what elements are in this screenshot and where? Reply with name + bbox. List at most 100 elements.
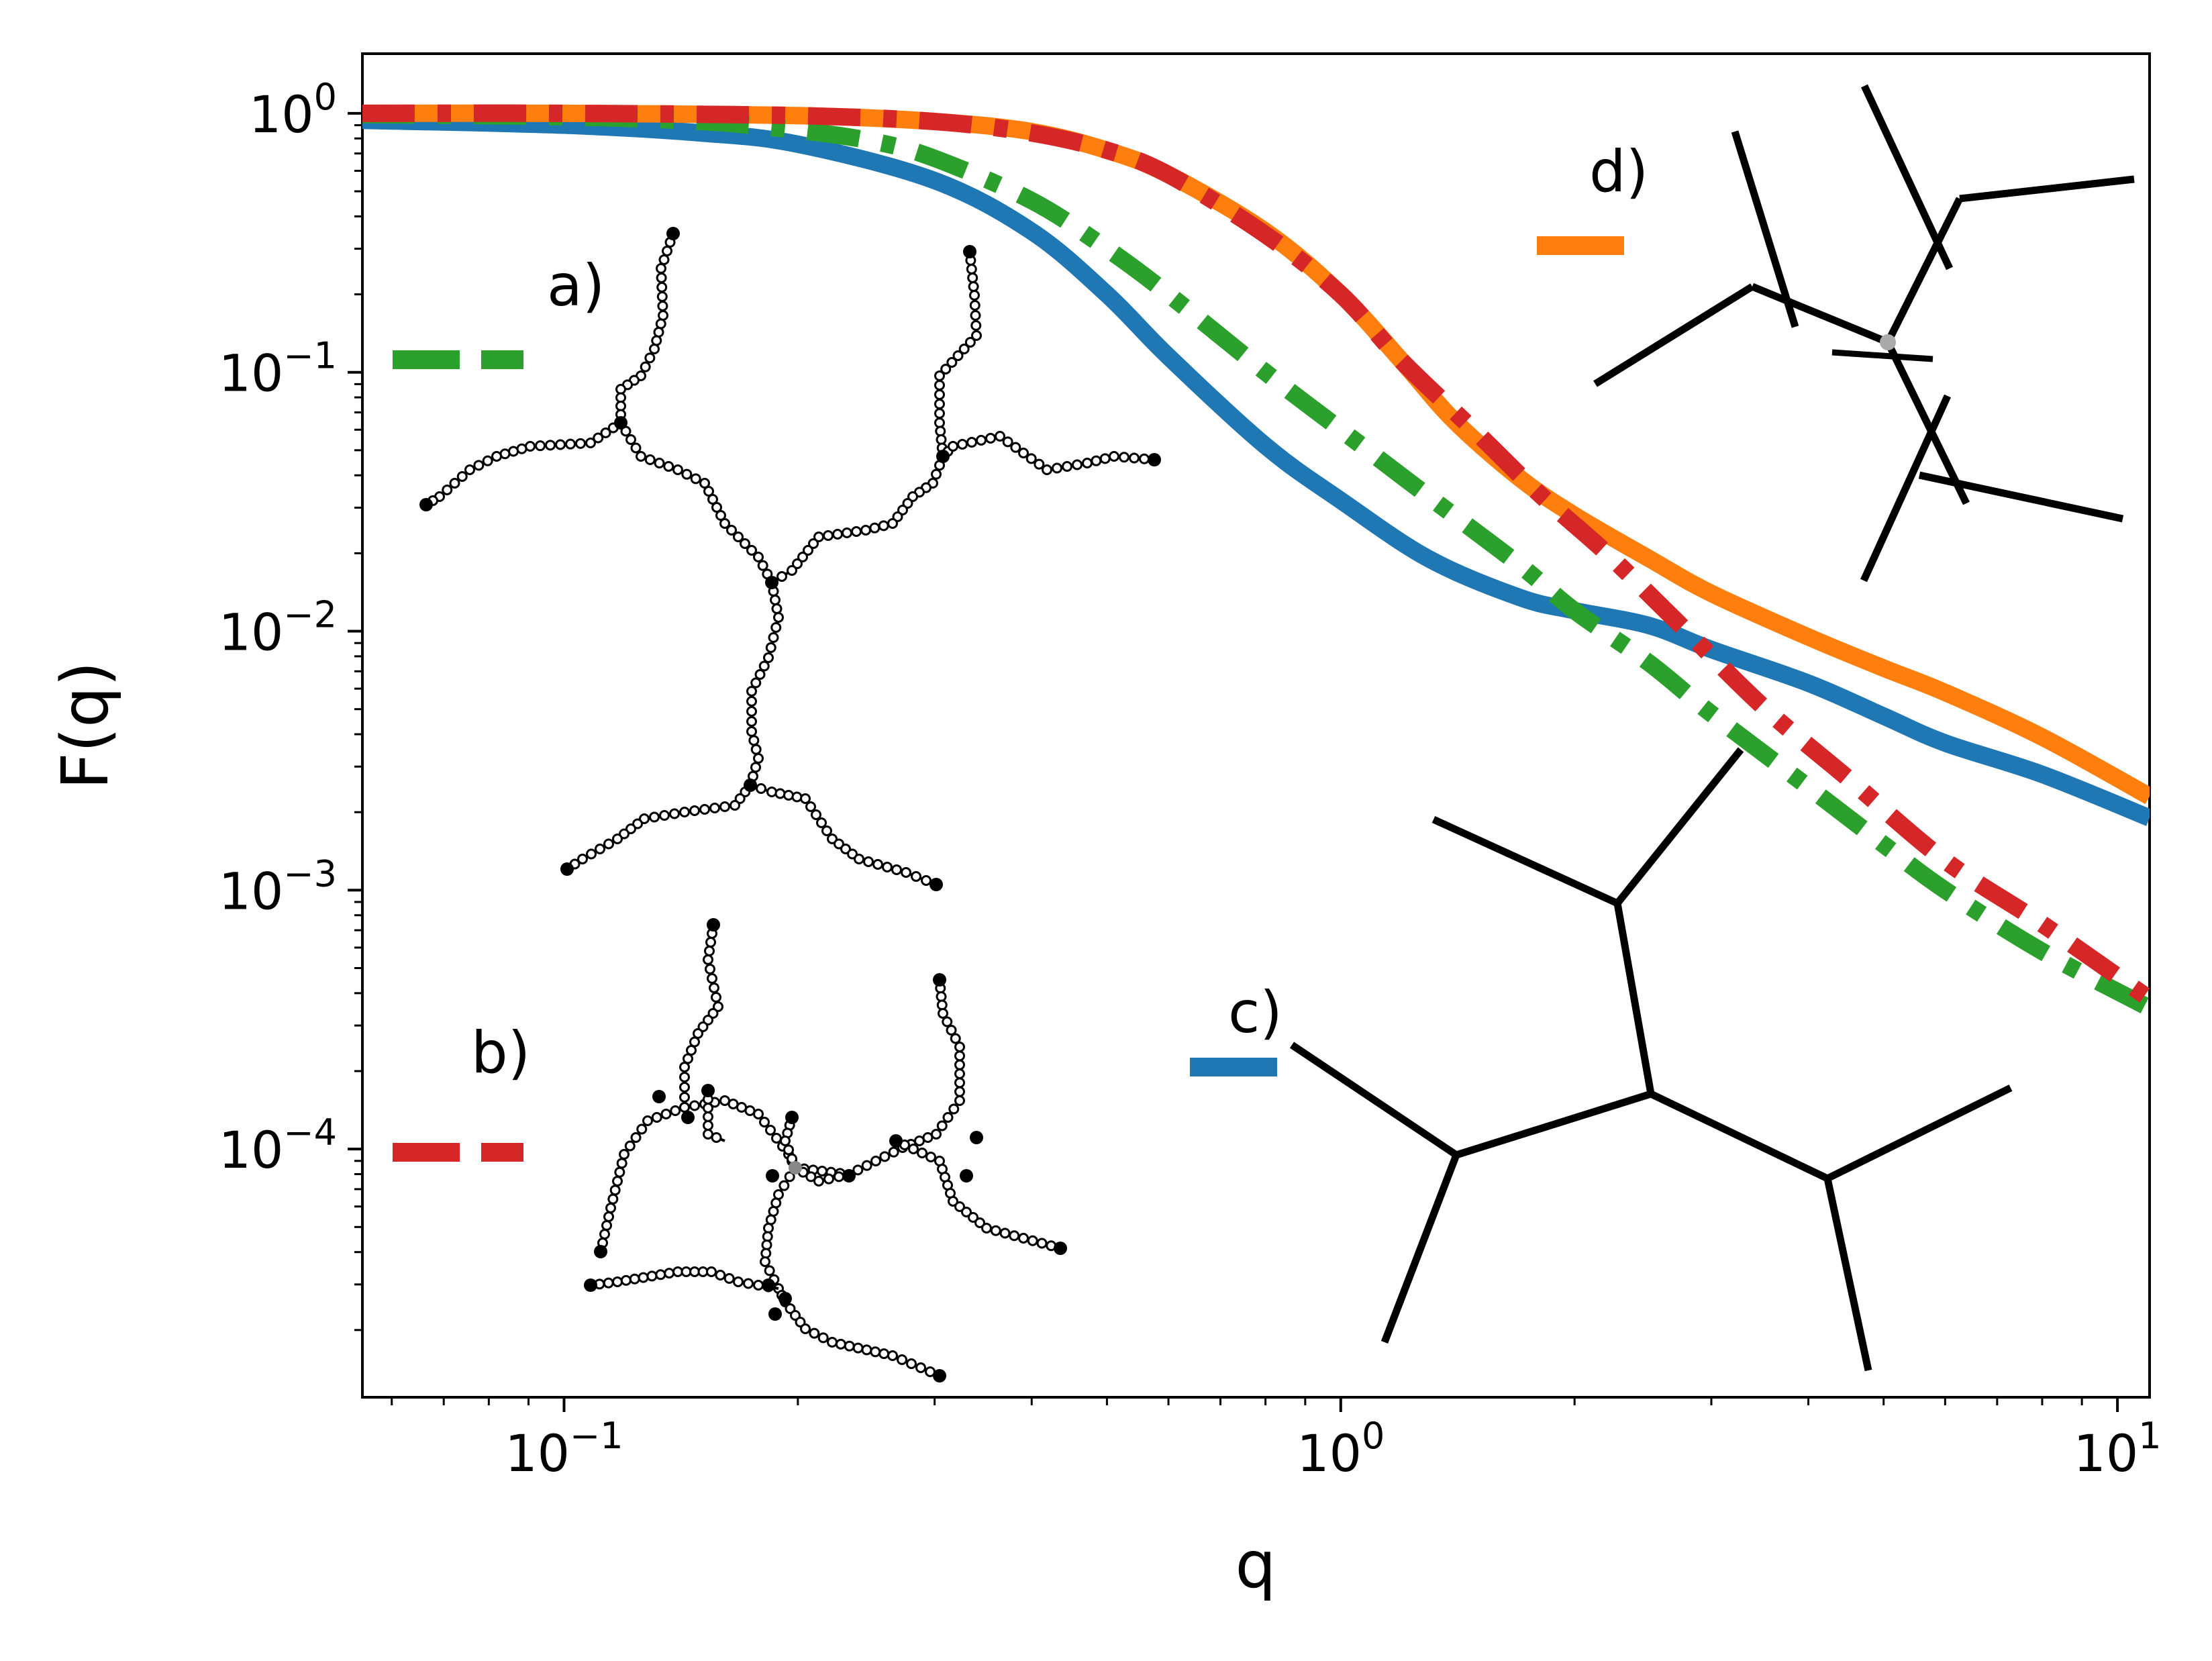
bead bbox=[1018, 1233, 1029, 1244]
bead bbox=[669, 808, 680, 819]
bead bbox=[957, 439, 968, 450]
bead bbox=[681, 468, 693, 480]
bead bbox=[746, 686, 757, 697]
bead bbox=[891, 864, 902, 875]
bead bbox=[723, 1273, 735, 1284]
bead bbox=[658, 310, 668, 321]
bead bbox=[703, 486, 714, 497]
bead bbox=[746, 726, 757, 737]
bead bbox=[940, 364, 952, 374]
bead bbox=[809, 1327, 820, 1339]
bead bbox=[607, 1193, 619, 1205]
bead bbox=[942, 1112, 954, 1123]
bead bbox=[719, 801, 730, 812]
x-tick-label: 10−1 bbox=[505, 1415, 623, 1483]
junction-dot bbox=[960, 1169, 973, 1182]
bead bbox=[616, 1158, 627, 1169]
bead bbox=[954, 1042, 965, 1052]
bead bbox=[971, 330, 982, 341]
bead bbox=[655, 1269, 666, 1280]
bead bbox=[535, 440, 546, 452]
bead bbox=[709, 983, 719, 993]
bead bbox=[1042, 464, 1052, 475]
bead bbox=[764, 1265, 775, 1276]
bead bbox=[766, 787, 777, 797]
bead bbox=[931, 468, 942, 480]
bead bbox=[624, 1140, 636, 1152]
junction-dot bbox=[929, 878, 943, 891]
bead bbox=[656, 272, 667, 283]
bead bbox=[869, 522, 881, 534]
bead bbox=[823, 530, 834, 541]
bead bbox=[954, 1068, 965, 1079]
junction-dot bbox=[778, 1292, 792, 1305]
bead bbox=[746, 545, 757, 556]
bead bbox=[968, 281, 979, 292]
bead bbox=[981, 1223, 992, 1234]
bead bbox=[770, 622, 782, 633]
bead bbox=[942, 1016, 953, 1027]
junction-dot bbox=[652, 1090, 666, 1103]
bead bbox=[854, 854, 864, 864]
branch-line bbox=[1884, 340, 1970, 505]
polymer-schematic-c bbox=[1289, 747, 2013, 1372]
junction-dot bbox=[419, 498, 433, 511]
central-node bbox=[1880, 334, 1896, 350]
bead bbox=[1034, 458, 1045, 470]
bead bbox=[765, 642, 776, 653]
bead bbox=[715, 510, 726, 521]
bead bbox=[970, 320, 982, 331]
series-line-b bbox=[362, 104, 2150, 1007]
bead bbox=[816, 817, 827, 828]
bead bbox=[706, 1266, 717, 1277]
bead bbox=[925, 1152, 936, 1162]
bead bbox=[649, 344, 660, 354]
bead bbox=[954, 1201, 965, 1212]
series-line-c bbox=[362, 111, 2150, 826]
y-axis-label: F(q) bbox=[48, 661, 123, 789]
bead bbox=[901, 867, 911, 878]
bead bbox=[797, 552, 808, 562]
bead bbox=[911, 871, 921, 882]
panel-label-d: d) bbox=[1589, 138, 1648, 205]
bead bbox=[1099, 453, 1111, 464]
bead bbox=[565, 438, 576, 450]
junction-dot bbox=[1054, 1242, 1067, 1255]
bead bbox=[805, 801, 816, 812]
bead bbox=[861, 1160, 872, 1171]
branch-line bbox=[1750, 283, 1890, 346]
bead bbox=[711, 992, 721, 1003]
bead bbox=[703, 1120, 713, 1131]
junction-dot bbox=[1148, 453, 1161, 466]
bead bbox=[934, 389, 945, 400]
bead bbox=[750, 677, 762, 689]
bead bbox=[774, 788, 786, 799]
junction-dot bbox=[701, 1084, 715, 1097]
branch-line bbox=[1431, 815, 1619, 907]
bead bbox=[442, 485, 453, 495]
bead bbox=[934, 370, 945, 381]
junction-dot bbox=[789, 1161, 802, 1174]
bead bbox=[758, 660, 770, 672]
bead bbox=[655, 318, 666, 330]
bead bbox=[966, 264, 977, 274]
bead bbox=[649, 811, 660, 823]
y-tick-label: 10−1 bbox=[219, 335, 337, 403]
bead bbox=[689, 805, 700, 816]
bead bbox=[746, 706, 757, 717]
bead bbox=[908, 1144, 919, 1154]
bead bbox=[852, 1342, 864, 1354]
bead bbox=[659, 810, 670, 821]
bead bbox=[703, 954, 713, 965]
junction-dot bbox=[762, 1278, 775, 1292]
y-axis: 100 10−1 10−2 10−3 10−4 bbox=[219, 76, 362, 1331]
bead bbox=[679, 1082, 690, 1093]
bead bbox=[771, 603, 783, 614]
bead bbox=[954, 1086, 965, 1097]
bead bbox=[651, 1112, 662, 1123]
bead bbox=[935, 425, 946, 437]
bead bbox=[753, 1280, 764, 1291]
bead bbox=[672, 464, 683, 475]
junction-dot bbox=[614, 416, 627, 430]
bead bbox=[642, 1115, 653, 1126]
